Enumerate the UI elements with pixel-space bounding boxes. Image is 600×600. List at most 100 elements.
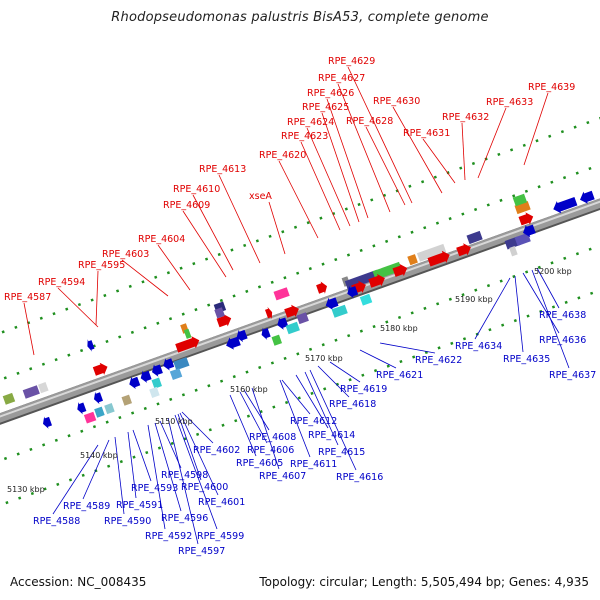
rev-label-RPE_4602: RPE_4602 bbox=[193, 445, 240, 456]
gene-box-rev-60 bbox=[509, 246, 518, 257]
gene-box-rev-38 bbox=[94, 406, 105, 418]
rev-leader-RPE_4607 bbox=[251, 387, 280, 470]
gene-arrow-rev-47 bbox=[226, 336, 241, 350]
rev-label-RPE_4621: RPE_4621 bbox=[376, 370, 423, 381]
fwd-label-RPE_4631: RPE_4631 bbox=[403, 128, 450, 139]
fwd-leader-RPE_4604 bbox=[157, 244, 191, 291]
gene-arrow-rev-31 bbox=[580, 190, 595, 204]
fwd-leader-RPE_4610 bbox=[192, 194, 234, 271]
tick-label-5: 5180 kbp bbox=[380, 324, 418, 333]
rev-label-RPE_4592: RPE_4592 bbox=[145, 531, 192, 542]
rev-label-RPE_4608: RPE_4608 bbox=[249, 432, 296, 443]
rev-leader-RPE_4614 bbox=[295, 374, 329, 429]
rev-leader-RPE_4600 bbox=[177, 413, 202, 481]
gene-box-rev-43 bbox=[173, 357, 190, 371]
fwd-label-RPE_4603: RPE_4603 bbox=[102, 249, 149, 260]
gene-arrow-fwd-6 bbox=[175, 336, 200, 353]
fwd-label-RPE_4639: RPE_4639 bbox=[528, 82, 575, 93]
fwd-leader-RPE_4623 bbox=[300, 141, 341, 231]
fwd-label-RPE_4633: RPE_4633 bbox=[486, 97, 533, 108]
gene-arrow-rev-41 bbox=[152, 364, 163, 377]
fwd-leader-RPE_4632 bbox=[461, 122, 466, 181]
rev-label-RPE_4616: RPE_4616 bbox=[336, 472, 383, 483]
gene-box-fwd-18 bbox=[372, 261, 402, 280]
gene-box-rev-53 bbox=[296, 312, 309, 325]
rev-label-RPE_4636: RPE_4636 bbox=[539, 335, 586, 346]
fwd-leader-RPE_4603 bbox=[121, 259, 169, 297]
fwd-leader-RPE_4626 bbox=[326, 98, 369, 219]
rev-label-RPE_4635: RPE_4635 bbox=[503, 354, 550, 365]
gene-box-fwd-1 bbox=[2, 392, 16, 405]
rev-label-RPE_4605: RPE_4605 bbox=[236, 458, 283, 469]
backbone-line bbox=[0, 198, 600, 423]
fwd-label-RPE_4623: RPE_4623 bbox=[281, 131, 328, 142]
gene-box-fwd-2 bbox=[22, 385, 40, 399]
rev-leader-RPE_4635 bbox=[514, 275, 524, 353]
gene-arrow-rev-49 bbox=[261, 327, 271, 340]
gene-box-rev-36 bbox=[121, 394, 132, 406]
gene-box-fwd-29 bbox=[512, 193, 528, 207]
accession-text: Accession: NC_008435 bbox=[10, 575, 147, 589]
gene-box-rev-51 bbox=[285, 321, 300, 335]
fwd-label-RPE_4613: RPE_4613 bbox=[199, 164, 246, 175]
map-title: Rhodopseudomonas palustris BisA53, compl… bbox=[111, 10, 489, 25]
gene-arrow-rev-42 bbox=[163, 358, 175, 371]
rev-label-RPE_4612: RPE_4612 bbox=[290, 416, 337, 427]
tick-label-1: 5140 kbp bbox=[80, 451, 118, 460]
gene-arrow-fwd-9 bbox=[216, 314, 232, 328]
rev-label-RPE_4622: RPE_4622 bbox=[415, 355, 462, 366]
rev-label-RPE_4590: RPE_4590 bbox=[104, 516, 151, 527]
fwd-leader-RPE_4627 bbox=[337, 83, 391, 213]
gene-arrow-rev-34 bbox=[94, 391, 103, 405]
rev-label-RPE_4598: RPE_4598 bbox=[161, 470, 208, 481]
fwd-leader-RPE_4609 bbox=[182, 210, 227, 278]
rev-label-RPE_4618: RPE_4618 bbox=[329, 399, 376, 410]
topology-text: Topology: circular; Length: 5,505,494 bp… bbox=[259, 575, 589, 589]
scale-ticks: 5130 kbp 5140 kbp 5150 kbp 5160 kbp 5170 kbp… bbox=[7, 267, 572, 494]
gene-box-rev-46 bbox=[149, 386, 160, 398]
rev-leader-RPE_4602 bbox=[181, 411, 214, 444]
gene-arrow-fwd-4 bbox=[92, 362, 108, 376]
rev-leader-RPE_4608 bbox=[243, 389, 270, 431]
rev-leader-RPE_4593 bbox=[132, 429, 152, 482]
gene-arrow-fwd-15 bbox=[316, 281, 327, 294]
fwd-label-RPE_4628: RPE_4628 bbox=[346, 116, 393, 127]
gene-box-rev-45 bbox=[151, 377, 162, 389]
gene-arrow-fwd-25 bbox=[456, 243, 471, 257]
fwd-label-RPE_4620: RPE_4620 bbox=[259, 150, 306, 161]
fwd-label-RPE_4610: RPE_4610 bbox=[173, 184, 220, 195]
rev-leader-RPE_4636 bbox=[522, 272, 560, 334]
gene-box-fwd-11 bbox=[214, 307, 225, 319]
label-leaders bbox=[23, 66, 570, 545]
rev-label-RPE_4606: RPE_4606 bbox=[247, 445, 294, 456]
fwd-leader-xseA bbox=[268, 201, 286, 255]
gene-arrow-fwd-21 bbox=[392, 263, 408, 277]
fwd-label-RPE_4632: RPE_4632 bbox=[442, 112, 489, 123]
fwd-leader-RPE_4595 bbox=[95, 270, 99, 326]
gene-box-fwd-13 bbox=[273, 287, 290, 301]
rev-leader-RPE_4637 bbox=[531, 269, 570, 369]
rev-leader-RPE_4621 bbox=[359, 349, 397, 369]
rev-leader-RPE_4591 bbox=[127, 431, 137, 499]
gene-arrow-rev-40 bbox=[140, 370, 152, 383]
fwd-label-RPE_4604: RPE_4604 bbox=[138, 234, 185, 245]
gene-box-fwd-8 bbox=[183, 328, 192, 339]
fwd-leader-RPE_4639 bbox=[523, 92, 549, 166]
tick-label-4: 5170 kbp bbox=[305, 354, 343, 363]
rev-label-RPE_4611: RPE_4611 bbox=[290, 459, 337, 470]
gene-box-fwd-22 bbox=[407, 254, 418, 266]
fwd-label-RPE_4629: RPE_4629 bbox=[328, 56, 375, 67]
rev-label-RPE_4634: RPE_4634 bbox=[455, 341, 502, 352]
rev-label-RPE_4600: RPE_4600 bbox=[181, 482, 228, 493]
rev-leader-RPE_4618 bbox=[317, 365, 350, 398]
gene-arrow-rev-32 bbox=[43, 416, 52, 429]
backbone-highlight bbox=[0, 200, 600, 418]
gene-box-rev-44 bbox=[169, 368, 183, 380]
fwd-leader-RPE_4633 bbox=[477, 107, 507, 179]
fwd-label-xseA: xseA bbox=[249, 191, 272, 202]
tick-label-6: 5190 kbp bbox=[455, 295, 493, 304]
gene-arrow-fwd-20 bbox=[368, 274, 385, 288]
rev-label-RPE_4619: RPE_4619 bbox=[340, 384, 387, 395]
rev-leader-RPE_4622 bbox=[379, 342, 436, 354]
